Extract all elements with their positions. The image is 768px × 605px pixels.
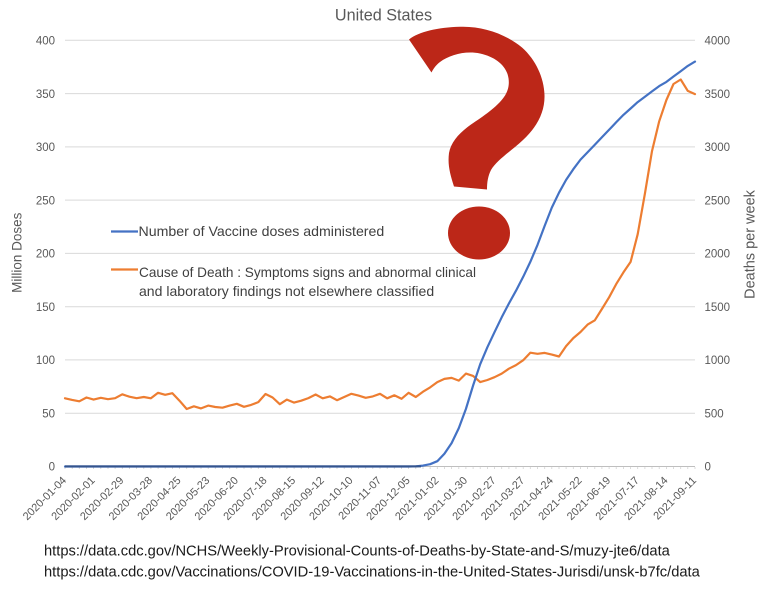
svg-text:300: 300 [36, 142, 55, 154]
svg-text:Cause of Death : Symptoms sign: Cause of Death : Symptoms signs and abno… [139, 265, 476, 280]
svg-text:500: 500 [705, 408, 724, 420]
svg-text:United States: United States [335, 6, 432, 24]
svg-text:350: 350 [36, 89, 55, 101]
svg-text:1000: 1000 [705, 355, 731, 367]
svg-text:and laboratory findings not el: and laboratory findings not elsewhere cl… [139, 283, 434, 299]
svg-text:200: 200 [36, 249, 55, 261]
svg-text:100: 100 [36, 355, 55, 367]
svg-text:400: 400 [36, 36, 55, 48]
svg-text:1500: 1500 [705, 302, 731, 314]
svg-text:50: 50 [42, 408, 55, 420]
svg-text:150: 150 [36, 302, 55, 314]
svg-text:250: 250 [36, 195, 55, 207]
svg-text:4000: 4000 [705, 36, 731, 48]
svg-text:Million Doses: Million Doses [10, 212, 25, 293]
svg-text:3000: 3000 [705, 142, 731, 154]
svg-text:2500: 2500 [705, 195, 731, 207]
svg-text:Deaths per week: Deaths per week [743, 189, 759, 299]
svg-text:0: 0 [705, 462, 711, 474]
svg-text:https://data.cdc.gov/NCHS/Week: https://data.cdc.gov/NCHS/Weekly-Provisi… [44, 544, 671, 560]
svg-text:2000: 2000 [705, 249, 731, 261]
svg-text:0: 0 [49, 462, 55, 474]
svg-text:https://data.cdc.gov/Vaccinati: https://data.cdc.gov/Vaccinations/COVID-… [44, 565, 701, 581]
svg-text:Number of Vaccine doses admini: Number of Vaccine doses administered [139, 223, 385, 239]
svg-text:3500: 3500 [705, 89, 731, 101]
